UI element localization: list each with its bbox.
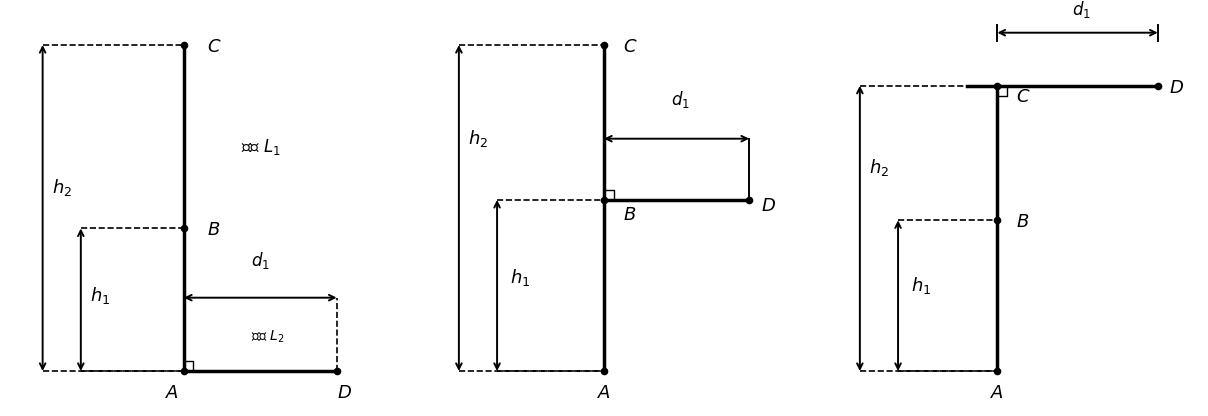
Text: $C$: $C$ [623, 38, 638, 56]
Text: $A$: $A$ [991, 384, 1004, 402]
Text: $h_2$: $h_2$ [467, 128, 488, 149]
Text: $d_1$: $d_1$ [670, 89, 690, 110]
Text: $D$: $D$ [761, 197, 776, 215]
Text: $C$: $C$ [207, 38, 221, 56]
Text: $D$: $D$ [337, 384, 352, 402]
Text: $D$: $D$ [1169, 79, 1184, 97]
Text: $h_2$: $h_2$ [869, 157, 889, 178]
Text: $h_2$: $h_2$ [52, 177, 71, 198]
Text: 直线 $L_2$: 直线 $L_2$ [251, 328, 285, 344]
Text: 直线 $L_1$: 直线 $L_1$ [242, 137, 281, 157]
Text: $B$: $B$ [1016, 213, 1029, 231]
Text: $B$: $B$ [207, 221, 220, 240]
Text: $h_1$: $h_1$ [510, 267, 530, 288]
Text: $d_1$: $d_1$ [1071, 0, 1091, 20]
Text: $d_1$: $d_1$ [251, 250, 269, 271]
Text: $C$: $C$ [1016, 88, 1030, 106]
Text: $h_1$: $h_1$ [911, 275, 931, 296]
Text: $B$: $B$ [623, 206, 637, 224]
Text: $h_1$: $h_1$ [89, 285, 110, 306]
Text: $A$: $A$ [597, 384, 611, 402]
Text: $A$: $A$ [165, 384, 180, 402]
